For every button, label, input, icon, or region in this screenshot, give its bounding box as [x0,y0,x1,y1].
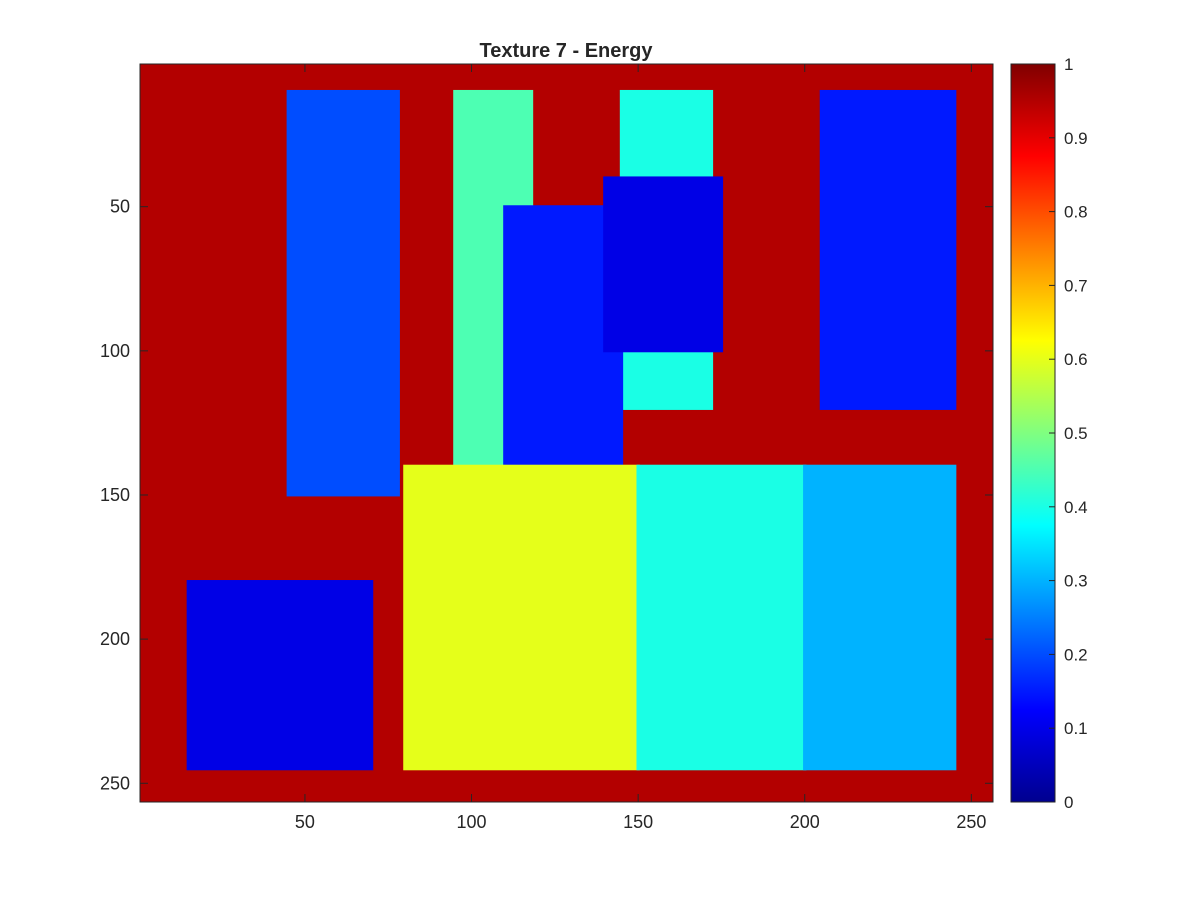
colorbar-tick-label: 0.1 [1064,719,1088,738]
x-tick-label: 250 [956,812,986,832]
colorbar-tick-label: 0.9 [1064,129,1088,148]
colorbar-tick-label: 0.6 [1064,350,1088,369]
y-tick-label: 100 [100,341,130,361]
colorbar-tick-label: 0.3 [1064,572,1088,591]
x-tick-label: 100 [457,812,487,832]
x-tick-label: 150 [623,812,653,832]
plot-area [140,64,993,802]
x-tick-label: 200 [790,812,820,832]
y-tick-label: 150 [100,485,130,505]
heatmap-region [186,580,374,771]
heatmap-region [803,464,957,771]
y-axis: 50 100 150 200 250 [100,197,993,793]
colorbar-tick-label: 1 [1064,55,1073,74]
colorbar-axis: 0 0.1 0.2 0.3 0.4 0.5 0.6 0.7 0.8 0.9 1 [1049,55,1088,812]
heatmap-region [286,89,400,497]
heatmap-region [603,176,724,353]
y-tick-label: 200 [100,629,130,649]
y-tick-label: 250 [100,773,130,793]
colorbar [1010,63,1056,803]
colorbar-tick-label: 0.8 [1064,203,1088,222]
colorbar-tick-label: 0.7 [1064,276,1088,295]
colorbar-tick-label: 0.5 [1064,424,1088,443]
colorbar-tick-label: 0.2 [1064,645,1088,664]
x-axis: 50 100 150 200 250 [295,64,986,832]
x-tick-label: 50 [295,812,315,832]
y-tick-label: 50 [110,197,130,217]
plot-frame [139,63,994,803]
heatmap-region [636,464,807,771]
colorbar-tick-label: 0 [1064,793,1073,812]
colorbar-tick-label: 0.4 [1064,498,1088,517]
heatmap-region [819,89,957,410]
heatmap-region [403,464,640,771]
chart-title: Texture 7 - Energy [479,40,653,62]
